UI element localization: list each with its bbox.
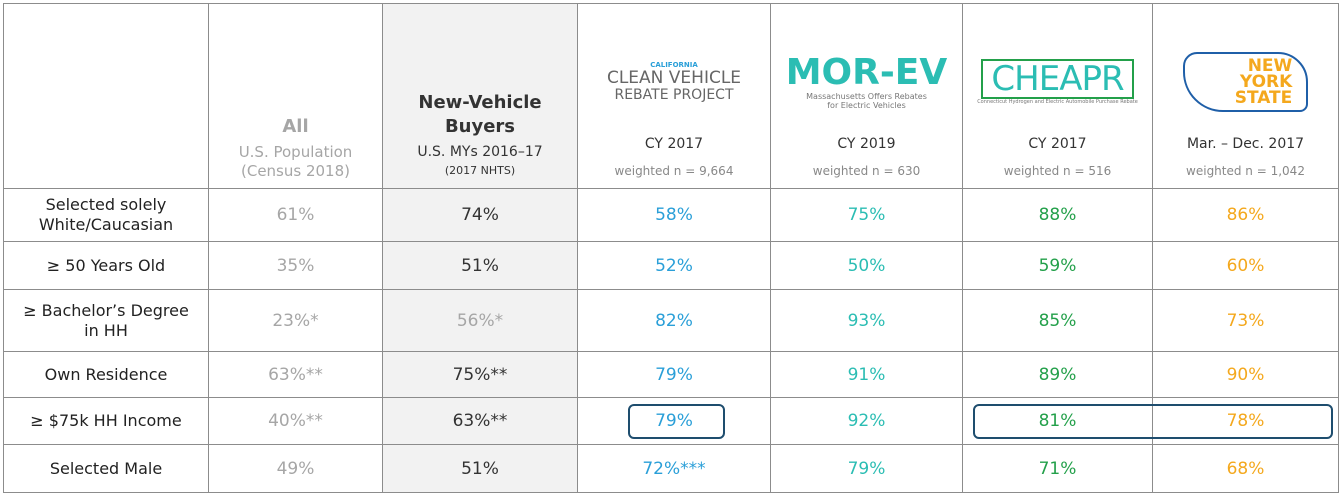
cell: 79% [577, 351, 771, 398]
table-row: ≥ 50 Years Old 35% 51% 52% 50% 59% 60% [3, 241, 1339, 290]
cell: 52% [577, 241, 771, 290]
table-row: Selected solely White/Caucasian 61% 74% 58%… [3, 188, 1339, 242]
logo-text: NEW [1247, 56, 1293, 76]
cell: 86% [1152, 188, 1339, 242]
row-label: Selected Male [3, 444, 209, 493]
logo: NEW YORK STATE [1153, 39, 1338, 125]
cell: 90% [1152, 351, 1339, 398]
comparison-table: All U.S. Population (Census 2018) New-Vehic… [3, 3, 1339, 493]
column-subtitle: CY 2019 [837, 136, 896, 152]
column-subtitle: CY 2017 [1028, 136, 1087, 152]
logo-text: YORK [1239, 72, 1293, 92]
cell: 23%* [208, 289, 383, 352]
column-header: CHEAPR Connecticut Hydrogen and Electric … [962, 3, 1153, 189]
cell: 61% [208, 188, 383, 242]
highlight-box [972, 403, 1333, 439]
logo-text: Connecticut Hydrogen and Electric Automo… [977, 99, 1138, 105]
column-subtitle: U.S. Population [238, 143, 353, 161]
column-note: weighted n = 516 [1003, 164, 1112, 178]
cell: 75%** [382, 351, 578, 398]
column-header: All U.S. Population (Census 2018) [208, 3, 383, 189]
table-row: ≥ Bachelor’s Degree in HH 23%* 56%* 82% 93% 8… [3, 289, 1339, 352]
row-label: Own Residence [3, 351, 209, 398]
cell: 75% [770, 188, 963, 242]
column-header: NEW YORK STATE Mar. – Dec. 2017 weighted n =… [1152, 3, 1339, 189]
cell: 82% [577, 289, 771, 352]
row-label: ≥ $75k HH Income [3, 397, 209, 445]
cell: 93% [770, 289, 963, 352]
column-note: weighted n = 630 [812, 164, 921, 178]
cell: 92% [770, 397, 963, 445]
corner-cell [3, 3, 209, 189]
cell: 73% [1152, 289, 1339, 352]
cell: 68% [1152, 444, 1339, 493]
cell: 35% [208, 241, 383, 290]
logo-text: Massachusetts Offers Rebates [806, 92, 927, 101]
logo: MOR-EV Massachusetts Offers Rebates for El… [771, 39, 962, 125]
column-title: All [282, 116, 309, 137]
cell: 60% [1152, 241, 1339, 290]
table-row: Own Residence 63%** 75%** 79% 91% 89% 90% [3, 351, 1339, 398]
cell: 79% [770, 444, 963, 493]
highlight-box [627, 403, 725, 439]
cell: 71% [962, 444, 1153, 493]
column-subtitle: CY 2017 [644, 136, 704, 152]
cell: 89% [962, 351, 1153, 398]
cell: 74% [382, 188, 578, 242]
column-subtitle: U.S. MYs 2016–17 [417, 144, 543, 160]
column-title: New-Vehicle Buyers [418, 92, 542, 137]
cell: 63%** [208, 351, 383, 398]
logo-text: CHEAPR [981, 59, 1134, 99]
logo-text: MOR-EV [785, 52, 948, 93]
cell: 63%** [382, 397, 578, 445]
cell: 72%*** [577, 444, 771, 493]
cell: 40%** [208, 397, 383, 445]
column-subtitle: Mar. – Dec. 2017 [1186, 136, 1305, 152]
table-row: Selected Male 49% 51% 72%*** 79% 71% 68% [3, 444, 1339, 493]
column-note: weighted n = 9,664 [614, 164, 734, 178]
logo: CALIFORNIA CLEAN VEHICLE REBATE PROJECT [578, 39, 770, 125]
logo-text: CALIFORNIA [650, 61, 698, 69]
logo-text: for Electric Vehicles [827, 101, 906, 110]
logo-text: REBATE PROJECT [614, 87, 734, 103]
column-note: (2017 NHTS) [444, 164, 516, 177]
column-note: (Census 2018) [241, 162, 350, 180]
row-label: ≥ 50 Years Old [3, 241, 209, 290]
logo-outline: NEW YORK STATE [1182, 52, 1309, 112]
cell: 51% [382, 444, 578, 493]
cell: 56%* [382, 289, 578, 352]
row-label: Selected solely White/Caucasian [3, 188, 209, 242]
cell: 88% [962, 188, 1153, 242]
column-header: New-Vehicle Buyers U.S. MYs 2016–17 (2017 … [382, 3, 578, 189]
cell: 58% [577, 188, 771, 242]
cell: 51% [382, 241, 578, 290]
logo-text: CLEAN VEHICLE [606, 68, 742, 88]
cell: 59% [962, 241, 1153, 290]
column-header: CALIFORNIA CLEAN VEHICLE REBATE PROJECT CY … [577, 3, 771, 189]
logo-text: STATE [1234, 88, 1293, 108]
cell: 85% [962, 289, 1153, 352]
cell: 91% [770, 351, 963, 398]
column-header: MOR-EV Massachusetts Offers Rebates for El… [770, 3, 963, 189]
cell: 50% [770, 241, 963, 290]
cell: 49% [208, 444, 383, 493]
column-note: weighted n = 1,042 [1186, 164, 1305, 178]
row-label: ≥ Bachelor’s Degree in HH [3, 289, 209, 352]
logo: CHEAPR Connecticut Hydrogen and Electric … [963, 39, 1152, 125]
